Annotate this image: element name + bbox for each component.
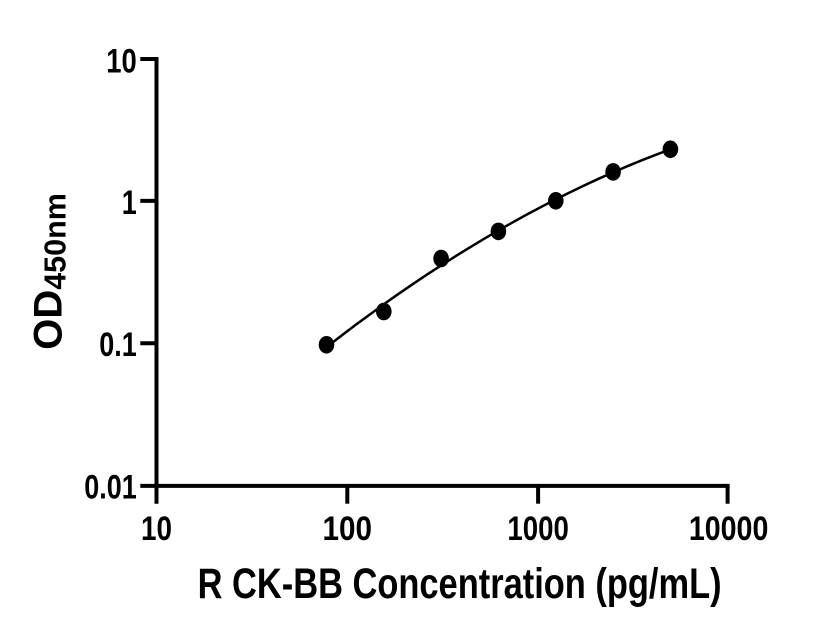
- svg-text:1000: 1000: [507, 510, 569, 548]
- svg-text:0.01: 0.01: [84, 469, 137, 507]
- svg-text:R CK-BB Concentration (pg/mL): R CK-BB Concentration (pg/mL): [198, 561, 722, 608]
- svg-text:10: 10: [106, 42, 137, 80]
- svg-text:10000: 10000: [689, 510, 769, 548]
- svg-text:10: 10: [141, 510, 172, 548]
- svg-text:1: 1: [122, 184, 137, 222]
- svg-text:100: 100: [323, 510, 373, 548]
- svg-text:0.1: 0.1: [99, 326, 137, 364]
